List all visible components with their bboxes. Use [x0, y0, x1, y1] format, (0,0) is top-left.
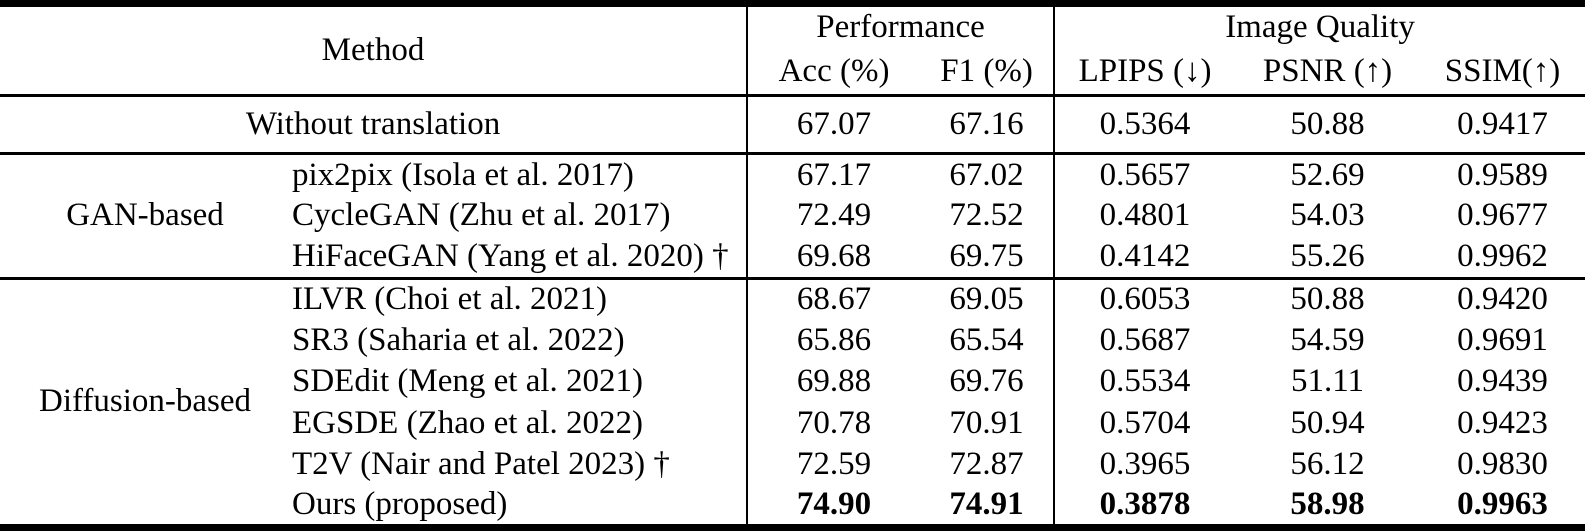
- table-row-ours: Ours (proposed) 74.90 74.91 0.3878 58.98…: [0, 485, 1585, 528]
- table-row: SR3 (Saharia et al. 2022) 65.86 65.54 0.…: [0, 319, 1585, 361]
- f1-cell: 65.54: [949, 321, 1024, 358]
- acc-cell: 69.88: [746, 361, 921, 403]
- psnr-cell: 51.11: [1291, 363, 1365, 400]
- f1-cell: 69.75: [949, 238, 1024, 275]
- psnr-cell: 54.59: [1290, 321, 1365, 358]
- table-row: Diffusion-based ILVR (Choi et al. 2021) …: [0, 278, 1585, 419]
- f1-cell: 67.16: [949, 106, 1024, 143]
- f1-cell: 69.76: [949, 363, 1024, 400]
- table-row: T2V (Nair and Patel 2023) † 72.59 72.87 …: [0, 443, 1585, 486]
- image-quality-group-header: Image Quality: [1053, 3, 1585, 49]
- method-name-cell: EGSDE (Zhao et al. 2022): [292, 404, 643, 441]
- acc-cell: 68.67: [746, 278, 921, 320]
- method-name-cell: Without translation: [245, 106, 501, 143]
- method-name-cell: Ours (proposed): [292, 486, 508, 523]
- gan-section: GAN-based pix2pix (Isola et al. 2017) 67…: [0, 153, 1585, 279]
- psnr-cell: 54.03: [1290, 197, 1365, 234]
- table-row: EGSDE (Zhao et al. 2022) 70.78 70.91 0.5…: [0, 402, 1585, 444]
- f1-cell: 72.52: [949, 197, 1024, 234]
- ssim-cell: 0.9420: [1457, 281, 1548, 318]
- acc-cell: 72.49: [746, 195, 921, 237]
- ssim-cell: 0.9417: [1457, 106, 1548, 143]
- table-row: CycleGAN (Zhu et al. 2017) 72.49 72.52 0…: [0, 195, 1585, 237]
- lpips-cell: 0.5364: [1053, 95, 1236, 154]
- psnr-cell: 50.94: [1290, 404, 1365, 441]
- acc-cell: 72.59: [746, 443, 921, 486]
- f1-cell: 70.91: [949, 404, 1024, 441]
- method-column-header: Method: [321, 32, 425, 68]
- ssim-cell: 0.9962: [1457, 238, 1548, 275]
- header-row-metrics: Acc (%) F1 (%) LPIPS (↓) PSNR (↑) SSIM(↑…: [0, 48, 1585, 96]
- table-row: GAN-based pix2pix (Isola et al. 2017) 67…: [0, 153, 1585, 233]
- table-header: Method Performance Image Quality Acc (%)…: [0, 3, 1585, 96]
- table-row: SDEdit (Meng et al. 2021) 69.88 69.76 0.…: [0, 361, 1585, 403]
- lpips-cell: 0.5687: [1053, 319, 1236, 361]
- group-label-cell: GAN-based: [66, 197, 224, 234]
- psnr-cell: 56.12: [1290, 446, 1365, 483]
- lpips-cell: 0.5534: [1053, 361, 1236, 403]
- method-name-cell: T2V (Nair and Patel 2023) †: [292, 446, 670, 483]
- lpips-cell: 0.4142: [1053, 236, 1236, 279]
- ssim-column-header: SSIM(↑): [1444, 52, 1561, 89]
- f1-cell: 69.05: [949, 281, 1024, 318]
- acc-cell: 74.90: [746, 485, 921, 528]
- method-name-cell: SR3 (Saharia et al. 2022): [292, 321, 625, 358]
- lpips-column-header: LPIPS (↓): [1053, 48, 1236, 96]
- psnr-column-header: PSNR (↑): [1262, 52, 1393, 89]
- psnr-cell: 52.69: [1290, 156, 1365, 193]
- baseline-section: Without translation 67.07 67.16 0.5364 5…: [0, 95, 1585, 154]
- acc-cell: 70.78: [746, 402, 921, 444]
- ssim-cell: 0.9830: [1457, 446, 1548, 483]
- method-name-cell: ILVR (Choi et al. 2021): [292, 281, 607, 318]
- f1-column-header: F1 (%): [940, 52, 1033, 89]
- lpips-cell: 0.5704: [1053, 402, 1236, 444]
- ssim-cell: 0.9963: [1457, 486, 1548, 523]
- lpips-cell: 0.3965: [1053, 443, 1236, 486]
- psnr-cell: 58.98: [1290, 486, 1365, 523]
- method-name-cell: SDEdit (Meng et al. 2021): [292, 363, 644, 400]
- ssim-cell: 0.9589: [1457, 156, 1548, 193]
- psnr-cell: 55.26: [1290, 238, 1365, 275]
- psnr-cell: 50.88: [1290, 106, 1365, 143]
- diffusion-section: Diffusion-based ILVR (Choi et al. 2021) …: [0, 278, 1585, 528]
- acc-cell: 67.17: [746, 153, 921, 196]
- lpips-cell: 0.4801: [1053, 195, 1236, 237]
- acc-cell: 67.07: [746, 95, 921, 154]
- group-label-cell: Diffusion-based: [38, 383, 252, 420]
- ssim-cell: 0.9677: [1457, 197, 1548, 234]
- f1-cell: 74.91: [949, 486, 1024, 523]
- ssim-cell: 0.9439: [1457, 363, 1548, 400]
- method-name-cell: HiFaceGAN (Yang et al. 2020) †: [292, 238, 729, 275]
- method-name-cell: CycleGAN (Zhu et al. 2017): [292, 197, 671, 234]
- acc-cell: 69.68: [746, 236, 921, 279]
- acc-cell: 65.86: [746, 319, 921, 361]
- table-row: HiFaceGAN (Yang et al. 2020) † 69.68 69.…: [0, 236, 1585, 279]
- lpips-cell: 0.6053: [1053, 278, 1236, 320]
- method-name-cell: pix2pix (Isola et al. 2017): [292, 156, 634, 193]
- table-row: Without translation 67.07 67.16 0.5364 5…: [0, 95, 1585, 154]
- performance-group-header: Performance: [746, 3, 1055, 49]
- psnr-cell: 50.88: [1290, 281, 1365, 318]
- lpips-cell: 0.3878: [1053, 485, 1236, 528]
- acc-column-header: Acc (%): [746, 48, 921, 96]
- lpips-cell: 0.5657: [1053, 153, 1236, 196]
- f1-cell: 67.02: [949, 156, 1024, 193]
- ssim-cell: 0.9423: [1457, 404, 1548, 441]
- f1-cell: 72.87: [949, 446, 1024, 483]
- ssim-cell: 0.9691: [1457, 321, 1548, 358]
- header-row-groups: Method Performance Image Quality: [0, 3, 1585, 68]
